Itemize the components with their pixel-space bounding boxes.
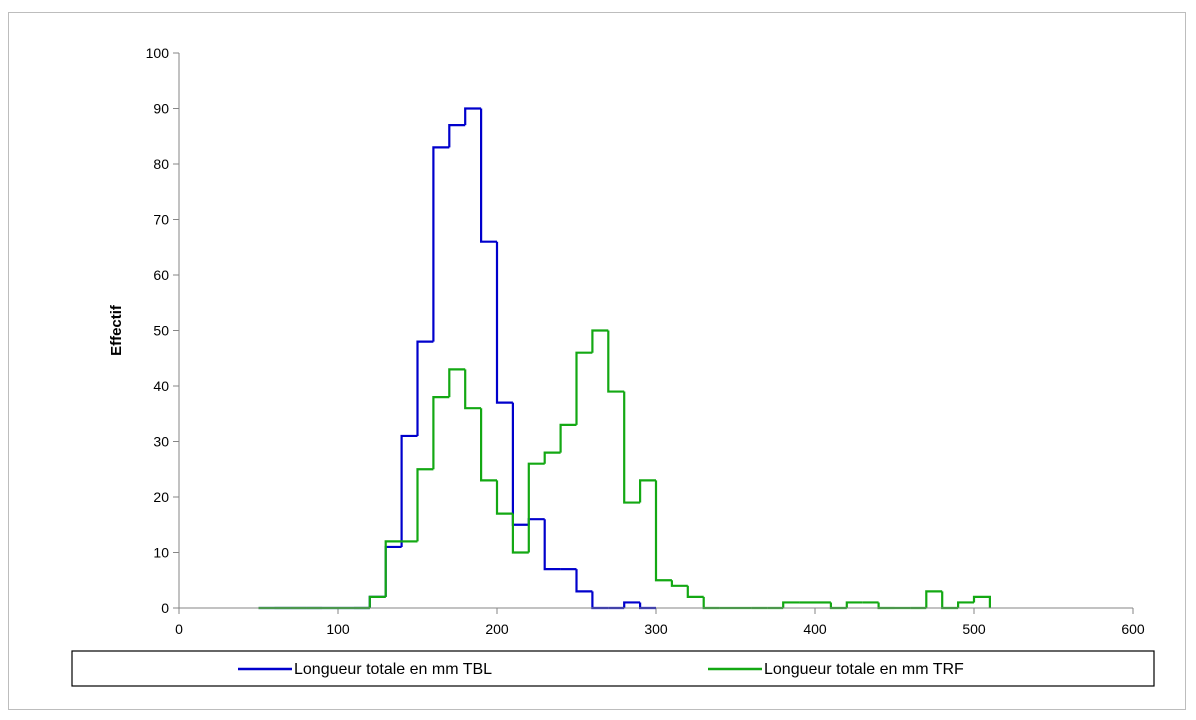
y-tick-label: 90 bbox=[153, 101, 169, 117]
histogram-bin bbox=[416, 340, 434, 436]
histogram-bin bbox=[464, 107, 482, 126]
series-tbl bbox=[258, 107, 656, 610]
y-tick-label: 30 bbox=[153, 434, 169, 450]
series-layer bbox=[258, 107, 991, 610]
histogram-bin bbox=[495, 241, 513, 404]
x-tick-label: 0 bbox=[175, 621, 183, 637]
histogram-bin bbox=[639, 479, 656, 503]
y-tick-label: 10 bbox=[153, 545, 169, 561]
histogram-bin bbox=[384, 540, 402, 597]
histogram-bin bbox=[511, 402, 529, 526]
histogram-bin bbox=[448, 124, 466, 148]
legend-box bbox=[71, 650, 1155, 687]
legend: Longueur totale en mm TBL Longueur total… bbox=[71, 650, 1155, 687]
histogram-bin bbox=[543, 519, 561, 571]
histogram-bin bbox=[543, 451, 561, 464]
histogram-bin bbox=[480, 408, 497, 482]
histogram-bin bbox=[527, 462, 545, 553]
histogram-bin bbox=[575, 351, 593, 425]
y-axis-title: Effectif bbox=[108, 304, 125, 356]
histogram-bin bbox=[432, 396, 450, 470]
x-tick-label: 200 bbox=[485, 621, 509, 637]
histogram-bin bbox=[845, 601, 863, 608]
y-tick-label: 80 bbox=[153, 156, 169, 172]
histogram-bin bbox=[495, 480, 513, 515]
histogram-bin bbox=[686, 585, 704, 598]
histogram-bin bbox=[829, 602, 847, 610]
histogram-bin bbox=[559, 423, 577, 453]
legend-label-trf: Longueur totale en mm TRF bbox=[764, 661, 964, 678]
histogram-bin bbox=[368, 595, 386, 608]
histogram-bin bbox=[670, 580, 688, 587]
x-tick-label: 400 bbox=[803, 621, 827, 637]
x-tick-label: 600 bbox=[1121, 621, 1145, 637]
histogram-bin bbox=[654, 480, 672, 582]
y-tick-label: 60 bbox=[153, 267, 169, 283]
histogram-bin bbox=[448, 368, 466, 398]
histogram-bin bbox=[511, 513, 529, 554]
histogram-bin bbox=[432, 146, 450, 342]
histogram-bin bbox=[464, 369, 482, 410]
y-tick-label: 70 bbox=[153, 212, 169, 228]
histogram-bin bbox=[480, 108, 497, 243]
histogram-bin bbox=[877, 602, 895, 610]
histogram-bin bbox=[400, 434, 418, 547]
histogram-bin bbox=[639, 602, 656, 610]
legend-label-tbl: Longueur totale en mm TBL bbox=[294, 661, 492, 678]
series-trf bbox=[258, 329, 991, 610]
histogram-bin bbox=[575, 569, 593, 593]
x-tick-label: 500 bbox=[962, 621, 986, 637]
x-tick-label: 300 bbox=[644, 621, 668, 637]
histogram-bin bbox=[607, 330, 625, 393]
y-tick-label: 0 bbox=[161, 600, 169, 616]
y-tick-label: 20 bbox=[153, 489, 169, 505]
histogram-bin bbox=[972, 595, 991, 608]
x-tick-label: 100 bbox=[326, 621, 350, 637]
histogram-bin bbox=[623, 391, 641, 504]
y-tick-label: 40 bbox=[153, 378, 169, 394]
y-tick-label: 50 bbox=[153, 323, 169, 339]
histogram-bin bbox=[623, 601, 641, 608]
histogram-bin bbox=[782, 601, 800, 608]
histogram-bin bbox=[941, 591, 959, 610]
histogram-bin bbox=[702, 596, 720, 610]
histogram-bin bbox=[527, 518, 545, 525]
histogram-bin bbox=[957, 601, 974, 608]
chart-area: 0 10 20 30 40 50 60 70 80 90 100 0 100 200 300 400 500 6… bbox=[8, 12, 1186, 710]
histogram-bin bbox=[416, 468, 434, 542]
histogram-bin bbox=[591, 329, 609, 353]
y-axis-ticks: 0 10 20 30 40 50 60 70 80 90 100 bbox=[146, 45, 179, 616]
histogram-bin bbox=[591, 591, 609, 610]
y-tick-label: 100 bbox=[146, 45, 170, 61]
histogram-bin bbox=[925, 590, 943, 608]
histogram-chart: 0 10 20 30 40 50 60 70 80 90 100 0 100 200 300 400 500 6… bbox=[71, 45, 1155, 687]
histogram-bin bbox=[384, 545, 402, 597]
x-axis-ticks: 0 100 200 300 400 500 600 bbox=[175, 608, 1145, 637]
histogram-bin bbox=[368, 595, 386, 608]
